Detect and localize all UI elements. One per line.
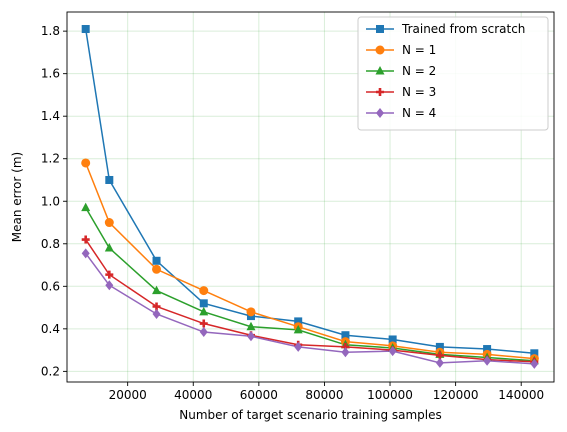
legend: Trained from scratch N = 1 N = 2 N = 3 N = 4 — [357, 16, 549, 131]
data-point — [246, 307, 256, 317]
data-point — [81, 235, 90, 244]
x-tick-label: 20000 — [109, 388, 147, 402]
x-axis-ticks: 20000 40000 60000 80000 100000 120000 140000 — [109, 382, 544, 402]
y-tick-label: 1.8 — [41, 24, 60, 38]
data-point — [341, 331, 350, 340]
y-tick-label: 0.8 — [41, 237, 60, 251]
legend-marker — [375, 45, 385, 55]
legend-box — [357, 16, 549, 131]
x-tick-label: 60000 — [240, 388, 278, 402]
data-point — [388, 346, 397, 357]
data-point — [293, 324, 303, 334]
data-point — [199, 319, 208, 328]
data-point — [246, 321, 256, 331]
data-point — [81, 158, 91, 168]
data-point — [105, 175, 114, 184]
data-point — [105, 280, 114, 291]
grid-lines — [67, 12, 554, 382]
data-point — [435, 357, 444, 368]
data-point — [104, 243, 114, 252]
data-point — [81, 248, 90, 259]
data-point — [152, 308, 161, 319]
data-point — [294, 317, 303, 326]
y-axis-ticks: 0.2 0.4 0.6 0.8 1.0 1.2 1.4 1.6 1.8 — [41, 24, 67, 378]
data-point — [530, 358, 539, 369]
plot-frame — [66, 11, 555, 383]
data-point — [388, 335, 397, 344]
legend-entry: Trained from scratch — [401, 22, 525, 36]
legend-entry: N = 2 — [402, 64, 436, 78]
x-tick-label: 120000 — [433, 388, 479, 402]
data-point — [294, 341, 303, 352]
data-point — [152, 285, 162, 295]
legend-marker — [376, 25, 384, 33]
series-markers — [81, 25, 539, 369]
legend-entry: N = 1 — [402, 43, 436, 57]
data-point — [199, 327, 208, 338]
legend-marker — [376, 88, 384, 96]
data-point — [530, 349, 539, 358]
y-tick-label: 1.6 — [41, 67, 60, 81]
data-point — [199, 286, 209, 296]
data-point — [81, 25, 90, 34]
data-point — [105, 270, 114, 279]
y-tick-label: 0.2 — [41, 364, 60, 378]
data-point — [81, 202, 91, 212]
data-point — [199, 306, 209, 316]
x-tick-label: 100000 — [367, 388, 413, 402]
data-point — [104, 218, 114, 228]
x-tick-label: 80000 — [305, 388, 343, 402]
y-tick-label: 1.2 — [41, 152, 60, 166]
data-point — [435, 342, 444, 351]
x-axis-label: Number of target scenario training sampl… — [179, 408, 442, 422]
x-tick-label: 40000 — [174, 388, 212, 402]
data-point — [483, 355, 492, 366]
data-point — [152, 256, 161, 265]
data-point — [152, 264, 162, 274]
legend-marker — [376, 108, 384, 118]
y-axis-label: Mean error (m) — [10, 152, 24, 242]
y-tick-label: 1.0 — [41, 194, 60, 208]
x-tick-label: 140000 — [498, 388, 544, 402]
legend-entry: N = 4 — [402, 106, 436, 120]
data-point — [246, 331, 255, 342]
y-tick-label: 0.6 — [41, 279, 60, 293]
data-point — [483, 345, 492, 354]
y-tick-label: 0.4 — [41, 322, 60, 336]
legend-entry: N = 3 — [402, 85, 436, 99]
y-tick-label: 1.4 — [41, 109, 60, 123]
data-point — [199, 299, 208, 308]
data-point — [341, 347, 350, 358]
legend-marker — [375, 66, 385, 75]
